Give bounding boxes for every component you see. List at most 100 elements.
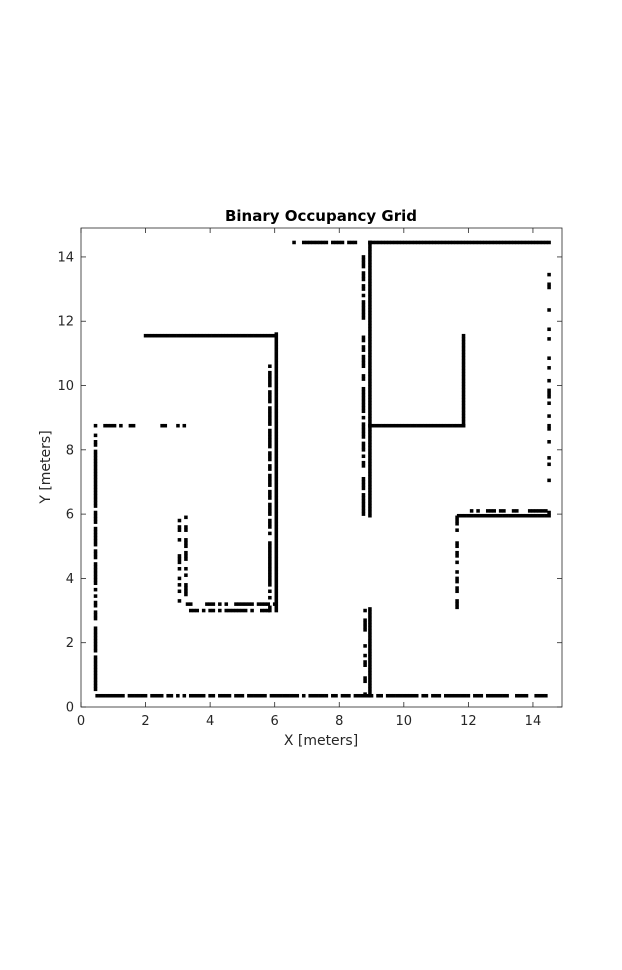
occupied-cell	[274, 380, 279, 385]
occupied-cell	[368, 282, 372, 287]
occupied-cell	[274, 554, 279, 558]
occupied-cell	[177, 576, 182, 581]
occupied-cell	[234, 602, 238, 606]
occupied-cell	[268, 438, 272, 442]
occupied-cell	[368, 411, 372, 415]
occupied-cell	[268, 451, 272, 455]
occupied-cell	[93, 665, 98, 669]
axes-box	[80, 227, 563, 708]
occupied-cell	[521, 240, 526, 245]
occupied-cell	[460, 240, 465, 245]
occupied-cell	[402, 693, 406, 698]
occupied-cell	[368, 661, 372, 666]
occupied-cell	[495, 693, 500, 698]
occupied-cell	[268, 473, 272, 478]
occupied-cell	[398, 693, 403, 698]
occupied-cell	[268, 370, 272, 375]
occupied-cell	[476, 509, 480, 513]
occupied-cell	[419, 240, 423, 245]
occupied-cell	[93, 465, 98, 470]
occupied-cell	[368, 456, 372, 460]
occupied-cell	[274, 563, 279, 568]
occupied-cell	[547, 440, 551, 444]
occupied-cell	[93, 648, 98, 653]
occupied-cell	[368, 301, 372, 306]
occupied-cell	[453, 693, 458, 698]
occupied-cell	[177, 554, 182, 558]
occupied-cell	[400, 423, 404, 428]
occupied-cell	[137, 693, 141, 698]
occupied-cell	[461, 378, 466, 383]
occupied-cell	[393, 240, 398, 245]
occupied-cell	[134, 693, 138, 698]
occupied-cell	[274, 515, 279, 520]
occupied-cell	[368, 388, 372, 393]
occupied-cell	[256, 693, 261, 698]
occupied-cell	[266, 333, 271, 338]
occupied-cell	[485, 693, 490, 698]
occupied-cell	[361, 483, 366, 487]
occupied-cell	[458, 423, 463, 428]
occupied-cell	[361, 422, 366, 426]
occupied-cell	[274, 345, 279, 349]
occupied-cell	[361, 377, 366, 381]
wall-segment	[184, 515, 188, 597]
occupied-cell	[274, 386, 279, 391]
occupied-cell	[93, 668, 98, 672]
occupied-cell	[272, 693, 277, 698]
occupied-cell	[368, 314, 372, 319]
occupied-cell	[368, 481, 372, 486]
occupied-cell	[205, 333, 209, 338]
occupied-cell	[93, 423, 98, 428]
occupied-cell	[439, 423, 443, 428]
occupied-cell	[268, 512, 272, 516]
occupied-cell	[361, 393, 366, 397]
occupied-cell	[531, 240, 535, 245]
occupied-cell	[324, 693, 329, 698]
wall-segment	[469, 509, 548, 513]
occupied-cell	[240, 608, 245, 613]
occupied-cell	[466, 693, 471, 698]
occupied-cell	[361, 345, 366, 349]
occupied-cell	[361, 300, 366, 304]
occupied-cell	[368, 414, 372, 418]
occupied-cell	[368, 645, 372, 650]
occupied-cell	[274, 383, 279, 388]
occupied-cell	[192, 333, 196, 338]
occupied-cell	[368, 327, 372, 332]
occupied-cell	[363, 621, 367, 626]
occupied-cell	[368, 504, 372, 508]
occupied-cell	[368, 513, 372, 518]
occupied-cell	[218, 602, 222, 606]
occupied-cell	[243, 608, 248, 613]
occupied-cell	[93, 433, 98, 438]
occupied-cell	[153, 333, 158, 338]
occupied-cell	[485, 509, 490, 513]
occupied-cell	[547, 308, 551, 312]
occupied-cell	[414, 693, 419, 698]
occupied-cell	[156, 693, 161, 698]
occupied-cell	[528, 240, 532, 245]
occupied-cell	[93, 581, 98, 586]
occupied-cell	[547, 462, 551, 467]
occupied-cell	[547, 285, 551, 290]
occupied-cell	[368, 674, 372, 679]
occupied-cell	[547, 513, 551, 518]
occupied-cell	[268, 431, 272, 436]
occupied-cell	[361, 486, 366, 491]
occupied-cell	[429, 423, 434, 428]
occupied-cell	[361, 454, 366, 459]
occupied-cell	[368, 449, 372, 454]
occupied-cell	[177, 599, 182, 603]
occupied-cell	[377, 240, 382, 245]
occupied-cell	[537, 240, 542, 245]
occupied-cell	[353, 693, 358, 698]
occupied-cell	[368, 353, 372, 357]
occupied-cell	[230, 333, 235, 338]
occupied-cell	[177, 525, 182, 529]
occupied-cell	[101, 693, 106, 698]
occupied-cell	[524, 513, 529, 518]
occupied-cell	[457, 240, 462, 245]
occupied-cell	[480, 240, 484, 245]
occupied-cell	[93, 578, 98, 582]
